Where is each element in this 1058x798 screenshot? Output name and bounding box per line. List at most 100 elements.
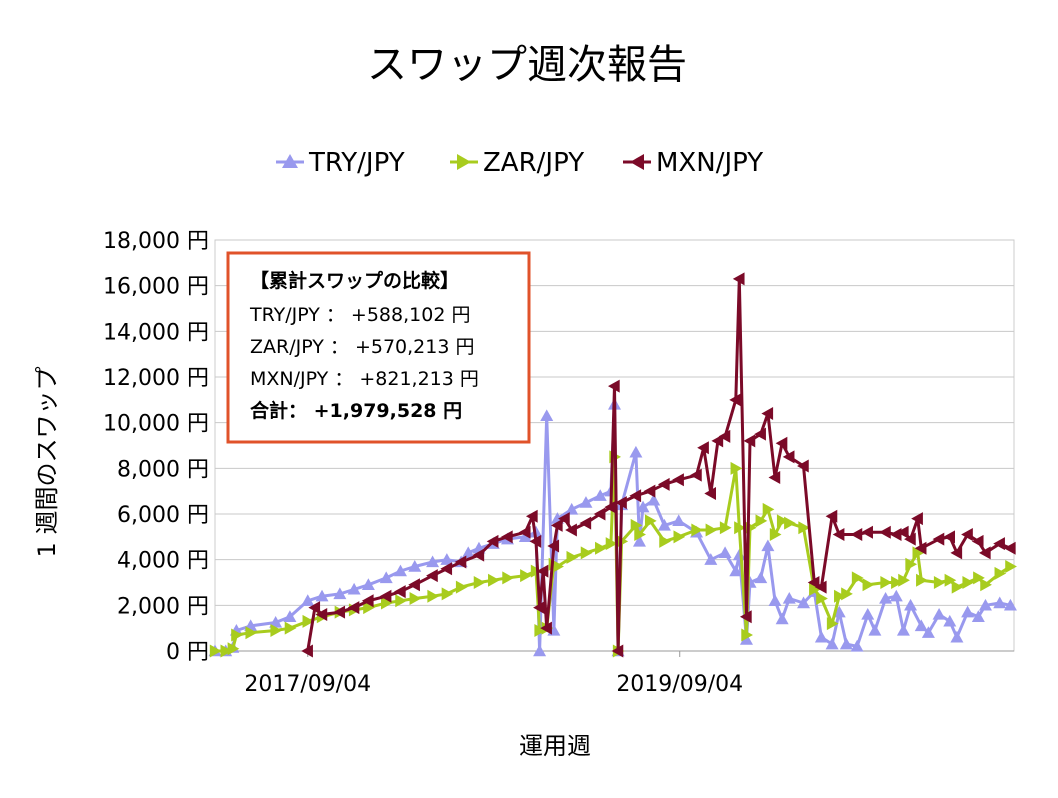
data-point — [566, 550, 579, 564]
y-tick-label: 12,000 円 — [103, 366, 209, 391]
data-point — [379, 571, 393, 584]
data-point — [579, 516, 592, 530]
data-point — [739, 610, 752, 624]
data-point — [889, 528, 902, 542]
data-point — [784, 516, 796, 530]
data-point — [363, 601, 375, 615]
data-point — [950, 546, 963, 560]
legend-item-zar: ZAR/JPY — [450, 148, 584, 178]
data-point — [393, 585, 406, 599]
summary-row-try: TRY/JPY ： +588,102 円 — [249, 304, 470, 326]
data-point — [673, 530, 686, 544]
data-point — [850, 528, 863, 542]
data-point — [629, 489, 642, 503]
data-point — [769, 528, 782, 542]
data-point — [861, 607, 875, 620]
data-point — [825, 509, 838, 523]
data-point — [659, 534, 671, 548]
data-point — [647, 493, 661, 506]
data-point — [754, 427, 766, 441]
data-point — [914, 619, 928, 632]
data-point — [593, 489, 607, 501]
series-layer — [208, 272, 1017, 658]
data-point — [741, 628, 753, 642]
summary-row-mxn: MXN/JPY ： +821,213 円 — [250, 368, 479, 390]
data-point — [245, 626, 258, 640]
data-point — [455, 580, 468, 594]
data-point — [393, 564, 407, 577]
data-point — [690, 468, 702, 482]
data-point — [704, 486, 717, 500]
data-point — [729, 564, 743, 577]
data-point — [502, 571, 514, 585]
data-point — [379, 589, 392, 603]
data-point — [861, 525, 873, 539]
data-point — [315, 589, 329, 602]
y-tick-label: 0 円 — [166, 640, 209, 665]
data-point — [270, 623, 283, 637]
data-point — [734, 521, 746, 535]
data-point — [518, 530, 532, 543]
data-point — [832, 528, 845, 542]
data-point — [718, 546, 732, 559]
data-point — [408, 560, 422, 572]
data-point — [636, 500, 650, 513]
legend-item-mxn: MXN/JPY — [623, 148, 763, 178]
data-point — [643, 484, 656, 498]
y-tick-label: 18,000 円 — [103, 229, 209, 254]
data-point — [552, 560, 564, 574]
data-point — [943, 530, 955, 544]
data-point — [826, 617, 839, 631]
data-point — [704, 553, 718, 565]
data-point — [227, 642, 240, 656]
data-point — [697, 441, 709, 455]
data-point — [798, 521, 811, 535]
data-point — [768, 470, 781, 484]
data-point — [440, 562, 453, 576]
data-point — [608, 379, 620, 393]
summary-row-zar: ZAR/JPY ： +570,213 円 — [250, 336, 474, 358]
data-point — [395, 594, 407, 608]
data-point — [916, 573, 928, 587]
data-point — [904, 598, 918, 611]
data-point — [657, 518, 671, 531]
data-point — [898, 573, 910, 587]
data-point — [896, 525, 909, 539]
data-point — [851, 571, 864, 585]
y-tick-label: 16,000 円 — [103, 275, 209, 300]
data-point — [409, 591, 422, 605]
data-point — [962, 576, 975, 589]
data-point — [994, 566, 1007, 580]
data-point — [500, 530, 513, 544]
data-point — [333, 587, 347, 600]
chart-title: スワップ週次報告 — [367, 42, 687, 88]
summary-total: 合計： +1,979,528 円 — [250, 399, 462, 422]
data-point — [1003, 598, 1017, 611]
legend-item-try: TRY/JPY — [276, 148, 405, 178]
data-point — [426, 569, 438, 583]
summary-heading: 【累計スワップの比較】 — [250, 269, 459, 292]
data-point — [782, 591, 796, 604]
data-point — [762, 502, 775, 516]
data-point — [461, 546, 475, 559]
data-point — [754, 571, 768, 584]
data-point — [408, 578, 420, 592]
data-point — [691, 523, 704, 537]
data-point — [912, 546, 925, 560]
data-point — [220, 644, 233, 658]
data-point — [486, 534, 499, 548]
data-point — [488, 573, 500, 587]
data-point — [868, 623, 882, 636]
data-point — [978, 598, 992, 611]
legend-label-try: TRY/JPY — [308, 148, 405, 178]
data-point — [381, 596, 393, 610]
data-point — [269, 615, 283, 628]
data-point — [347, 582, 361, 595]
data-point — [768, 594, 782, 606]
data-point — [775, 612, 789, 625]
data-point — [705, 523, 718, 537]
data-point — [632, 534, 646, 547]
data-point — [944, 573, 957, 587]
data-point — [971, 534, 984, 548]
